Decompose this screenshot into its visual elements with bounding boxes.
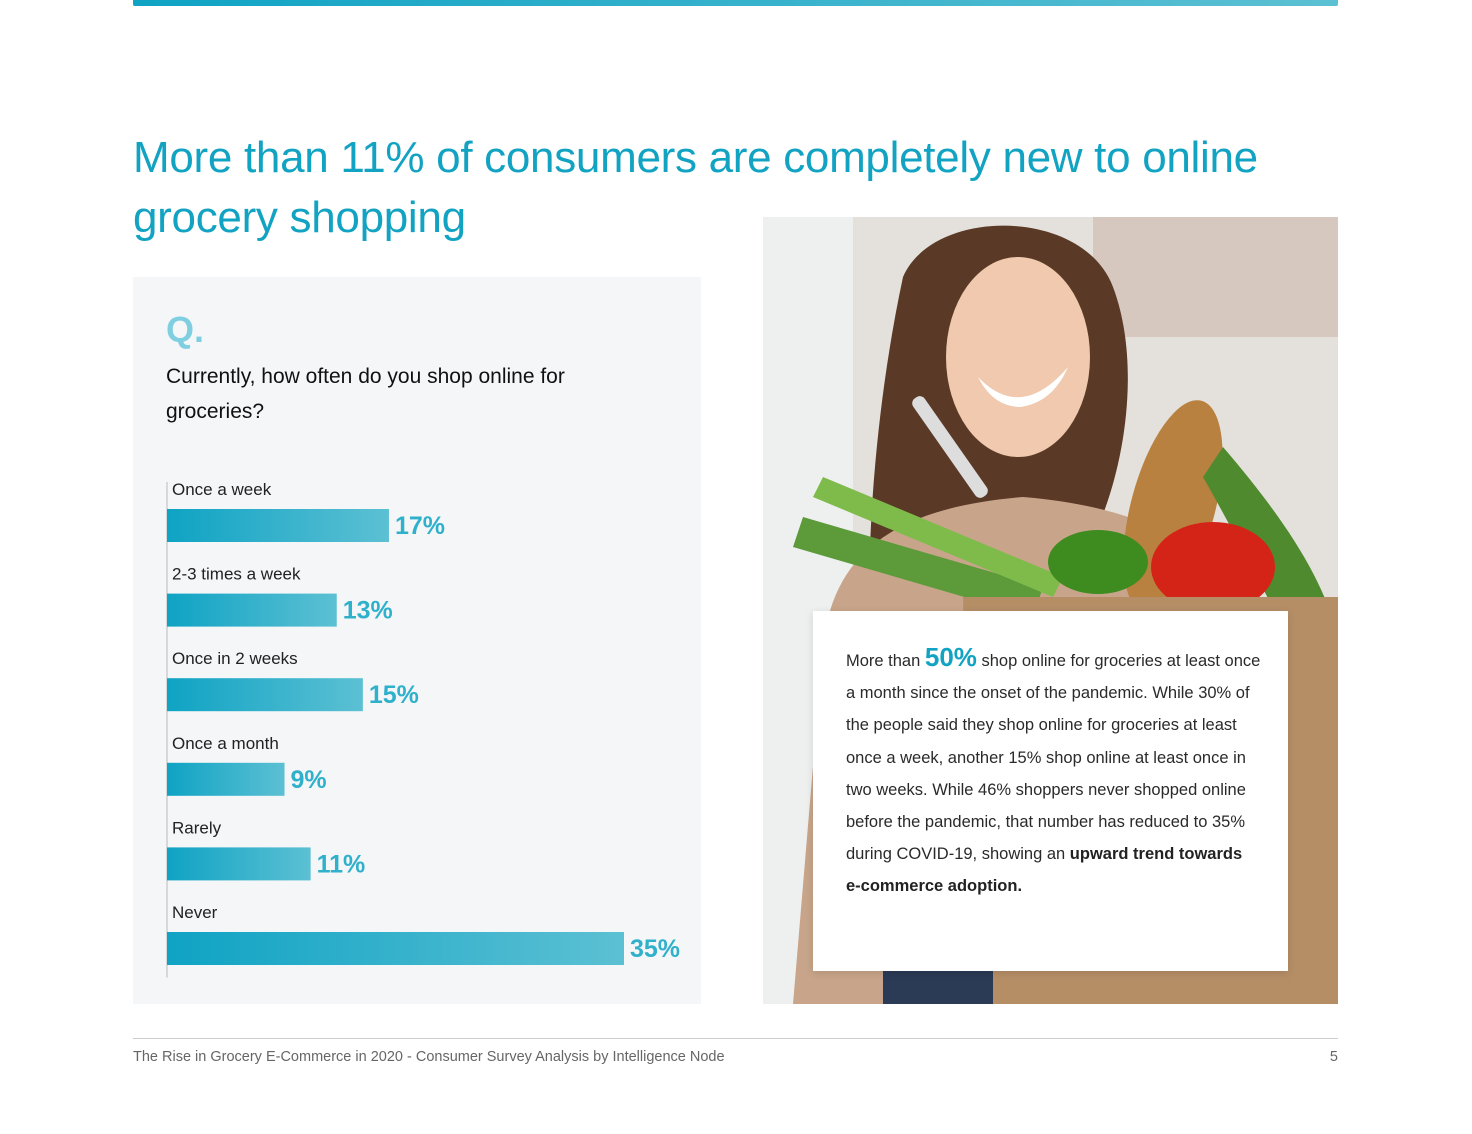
category-label: Once in 2 weeks (172, 649, 298, 668)
value-label: 13% (343, 597, 393, 625)
bar (167, 509, 389, 542)
value-label: 15% (369, 681, 419, 709)
value-label: 11% (317, 850, 366, 878)
top-accent-bar (133, 0, 1338, 6)
survey-question: Currently, how often do you shop online … (166, 365, 565, 423)
bar (167, 847, 311, 881)
callout-highlight: 50% (924, 642, 977, 672)
bar (167, 678, 363, 712)
insight-callout: More than 50% shop online for groceries … (813, 611, 1288, 971)
callout-bold: upward trend towards e-commerce adoption… (846, 845, 1243, 896)
footer-divider (133, 1038, 1338, 1039)
category-label: 2-3 times a week (172, 565, 301, 584)
category-label: Never (172, 903, 218, 922)
value-label: 35% (630, 935, 680, 963)
bar-chart: Once a week 17% 2-3 times a week 13% Once in… (166, 480, 680, 978)
page-title: More than 11% of consumers are completel… (133, 133, 1258, 242)
value-label: 17% (395, 512, 445, 540)
callout-text: More than 50% shop online for groceries … (846, 642, 1261, 903)
category-label: Once a week (172, 480, 272, 499)
footer-source: The Rise in Grocery E-Commerce in 2020 -… (133, 1049, 725, 1065)
category-label: Once a month (172, 734, 279, 753)
callout-body: shop online for groceries at least once … (846, 652, 1261, 864)
bar (167, 762, 285, 796)
callout-pre: More than (846, 652, 925, 670)
value-label: 9% (291, 766, 327, 794)
category-label: Rarely (172, 818, 222, 837)
bar (167, 932, 624, 965)
page-number: 5 (1329, 1049, 1338, 1065)
bar (167, 593, 337, 627)
survey-panel: Q. Currently, how often do you shop onli… (133, 277, 701, 1004)
question-marker: Q. (166, 309, 205, 350)
